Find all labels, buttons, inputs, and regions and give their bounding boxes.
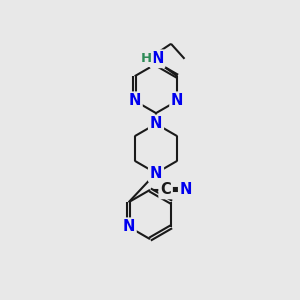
Text: N: N: [150, 166, 162, 181]
Text: N: N: [122, 219, 135, 234]
Text: N: N: [180, 182, 192, 197]
Text: C: C: [160, 182, 171, 197]
Text: N: N: [150, 116, 162, 131]
Text: H: H: [141, 52, 152, 65]
Text: N: N: [151, 51, 164, 66]
Text: N: N: [128, 93, 141, 108]
Text: N: N: [171, 93, 184, 108]
